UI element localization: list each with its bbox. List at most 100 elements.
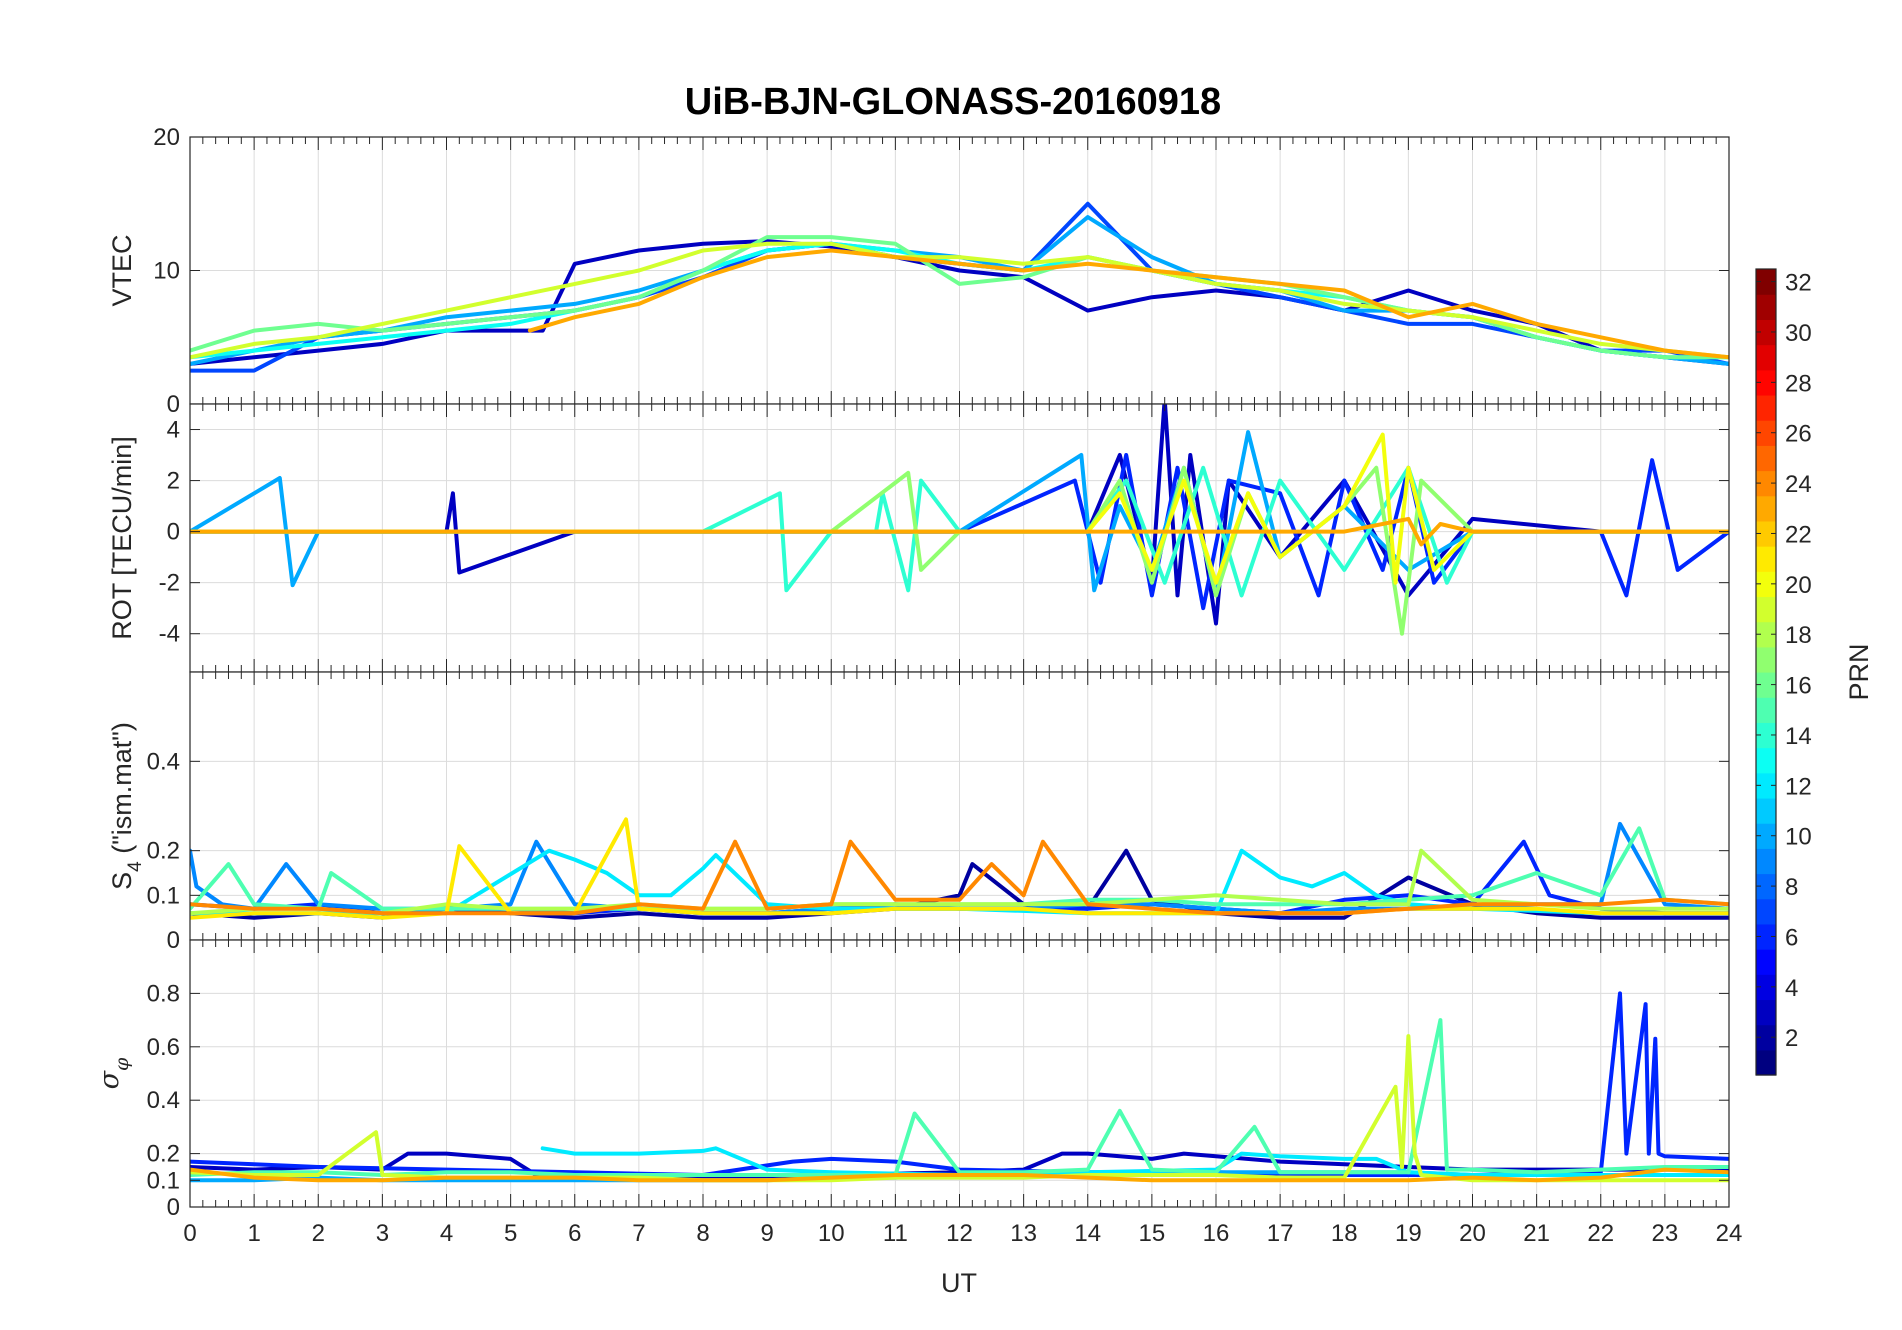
colorbar-tick-label: 16	[1785, 673, 1812, 700]
colorbar-swatch	[1756, 269, 1776, 295]
y-tick-label-sigphi: 0.6	[147, 1034, 180, 1061]
colorbar-tick-label: 12	[1785, 773, 1812, 800]
colorbar-swatch	[1756, 294, 1776, 320]
y-tick-label-sigphi: 0.8	[147, 980, 180, 1007]
colorbar-swatch	[1756, 596, 1776, 623]
x-tick-label: 6	[568, 1220, 581, 1247]
x-tick-label: 23	[1652, 1220, 1679, 1247]
colorbar-swatch	[1756, 797, 1776, 824]
colorbar-swatch	[1756, 369, 1776, 396]
series-prn-23-vtec	[527, 248, 1729, 360]
colorbar-swatch	[1756, 848, 1776, 875]
colorbar-swatch	[1756, 823, 1776, 849]
svg-text:VTEC: VTEC	[107, 234, 137, 306]
y-tick-label-sigphi: 0	[167, 1194, 180, 1221]
colorbar-tick-label: 18	[1785, 622, 1812, 649]
colorbar-swatch	[1756, 344, 1776, 371]
series-prn-24-s4	[190, 839, 1729, 916]
colorbar-tick-label: 2	[1785, 1025, 1798, 1052]
x-tick-label: 13	[1010, 1220, 1037, 1247]
colorbar-swatch	[1756, 1049, 1776, 1076]
x-axis-label: UT	[941, 1268, 977, 1298]
panel-sigphi: 00.10.2 0.4 0.6 0.8 σφ	[94, 939, 1730, 1221]
y-tick-label-vtec: 10	[153, 258, 180, 285]
x-tick-label: 7	[632, 1220, 645, 1247]
x-tick-label: 22	[1587, 1220, 1614, 1247]
colorbar-swatch	[1756, 999, 1776, 1026]
x-tick-label: 19	[1395, 1220, 1422, 1247]
panel-vtec: 0 10 20 VTEC	[107, 124, 1730, 418]
series-prn-18-s4	[190, 848, 1729, 916]
colorbar-tick-label: 10	[1785, 824, 1812, 851]
colorbar-swatch	[1756, 571, 1776, 598]
colorbar-tick-label: 24	[1785, 471, 1812, 498]
x-tick-label: 14	[1074, 1220, 1101, 1247]
colorbar-tick-label: 32	[1785, 270, 1812, 297]
y-tick-label-rot: 0	[167, 519, 180, 546]
y-axis-label-vtec: VTEC	[107, 234, 137, 306]
y-tick-label-s4: 0	[167, 927, 180, 954]
colorbar-tick-label: 6	[1785, 924, 1798, 951]
colorbar-swatch	[1756, 747, 1776, 774]
colorbar-swatch	[1756, 646, 1776, 673]
panel-s4: 0 0.1 0.2 0.4S4 ("ism.mat")	[107, 671, 1730, 954]
y-tick-label-rot: 2	[167, 468, 180, 495]
y-tick-label-vtec: 0	[167, 391, 180, 418]
svg-text:S4 ("ism.mat"): S4 ("ism.mat")	[107, 722, 146, 890]
x-tick-label: 5	[504, 1220, 517, 1247]
colorbar-tick-label: 26	[1785, 421, 1812, 448]
series-prn-19-sigphi	[190, 1034, 1729, 1183]
x-tick-label: 20	[1459, 1220, 1486, 1247]
colorbar-tick-label: 20	[1785, 572, 1812, 599]
x-tick-label: 21	[1523, 1220, 1550, 1247]
colorbar-swatch	[1756, 420, 1776, 446]
x-tick-label: 12	[946, 1220, 973, 1247]
colorbar-swatch	[1756, 949, 1776, 975]
series-group-sigphi	[190, 991, 1729, 1183]
x-tick-label: 8	[696, 1220, 709, 1247]
svg-text:PRN: PRN	[1844, 643, 1874, 700]
x-axis-ticks: 0 1 2 3 4 5 6 7 8 9 10 11 12 13 14 15 16 17 18 19 20 21 22 23 24	[183, 1220, 1742, 1247]
x-tick-label: 9	[760, 1220, 773, 1247]
series-prn-21-s4	[190, 817, 1729, 920]
series-prn-19-vtec	[190, 241, 1729, 360]
chart-title: UiB-BJN-GLONASS-20160918	[685, 81, 1221, 123]
colorbar-swatch	[1756, 470, 1776, 497]
y-tick-label-s4: 0.1	[147, 882, 180, 909]
x-tick-label: 1	[247, 1220, 260, 1247]
colorbar-swatch	[1756, 772, 1776, 799]
svg-text:σφ: σφ	[94, 1057, 133, 1089]
colorbar-swatch	[1756, 898, 1776, 925]
series-prn-23-sigphi	[190, 1167, 1729, 1183]
x-tick-label: 10	[818, 1220, 845, 1247]
colorbar-swatch	[1756, 1024, 1776, 1051]
colorbar-swatch	[1756, 445, 1776, 472]
colorbar-swatch	[1756, 974, 1776, 1001]
x-tick-label: 0	[183, 1220, 196, 1247]
y-tick-label-s4: 0.4	[147, 748, 180, 775]
y-axis-label-sigphi: σφ	[94, 1057, 133, 1089]
colorbar-swatch	[1756, 394, 1776, 421]
colorbar-tick-label: 30	[1785, 320, 1812, 347]
x-tick-label: 3	[376, 1220, 389, 1247]
colorbar-swatch	[1756, 923, 1776, 950]
x-tick-label: 16	[1203, 1220, 1230, 1247]
panel-rot: -4 -2 0 2 4 ROT [TECU/min]	[107, 403, 1730, 673]
colorbar-tick-label: 4	[1785, 975, 1798, 1002]
x-tick-label: 15	[1139, 1220, 1166, 1247]
colorbar-tick-label: 28	[1785, 370, 1812, 397]
colorbar-swatch	[1756, 319, 1776, 346]
series-prn-15-sigphi	[190, 1018, 1729, 1177]
x-tick-label: 4	[440, 1220, 453, 1247]
colorbar-swatch	[1756, 520, 1776, 547]
y-tick-label-rot: -2	[159, 570, 180, 597]
y-tick-label-rot: 4	[167, 417, 180, 444]
x-tick-label: 11	[883, 1220, 908, 1247]
colorbar-swatch	[1756, 697, 1776, 723]
x-tick-label: 17	[1267, 1220, 1294, 1247]
colorbar-frame	[1755, 268, 1777, 1076]
series-group-vtec	[190, 201, 1729, 373]
